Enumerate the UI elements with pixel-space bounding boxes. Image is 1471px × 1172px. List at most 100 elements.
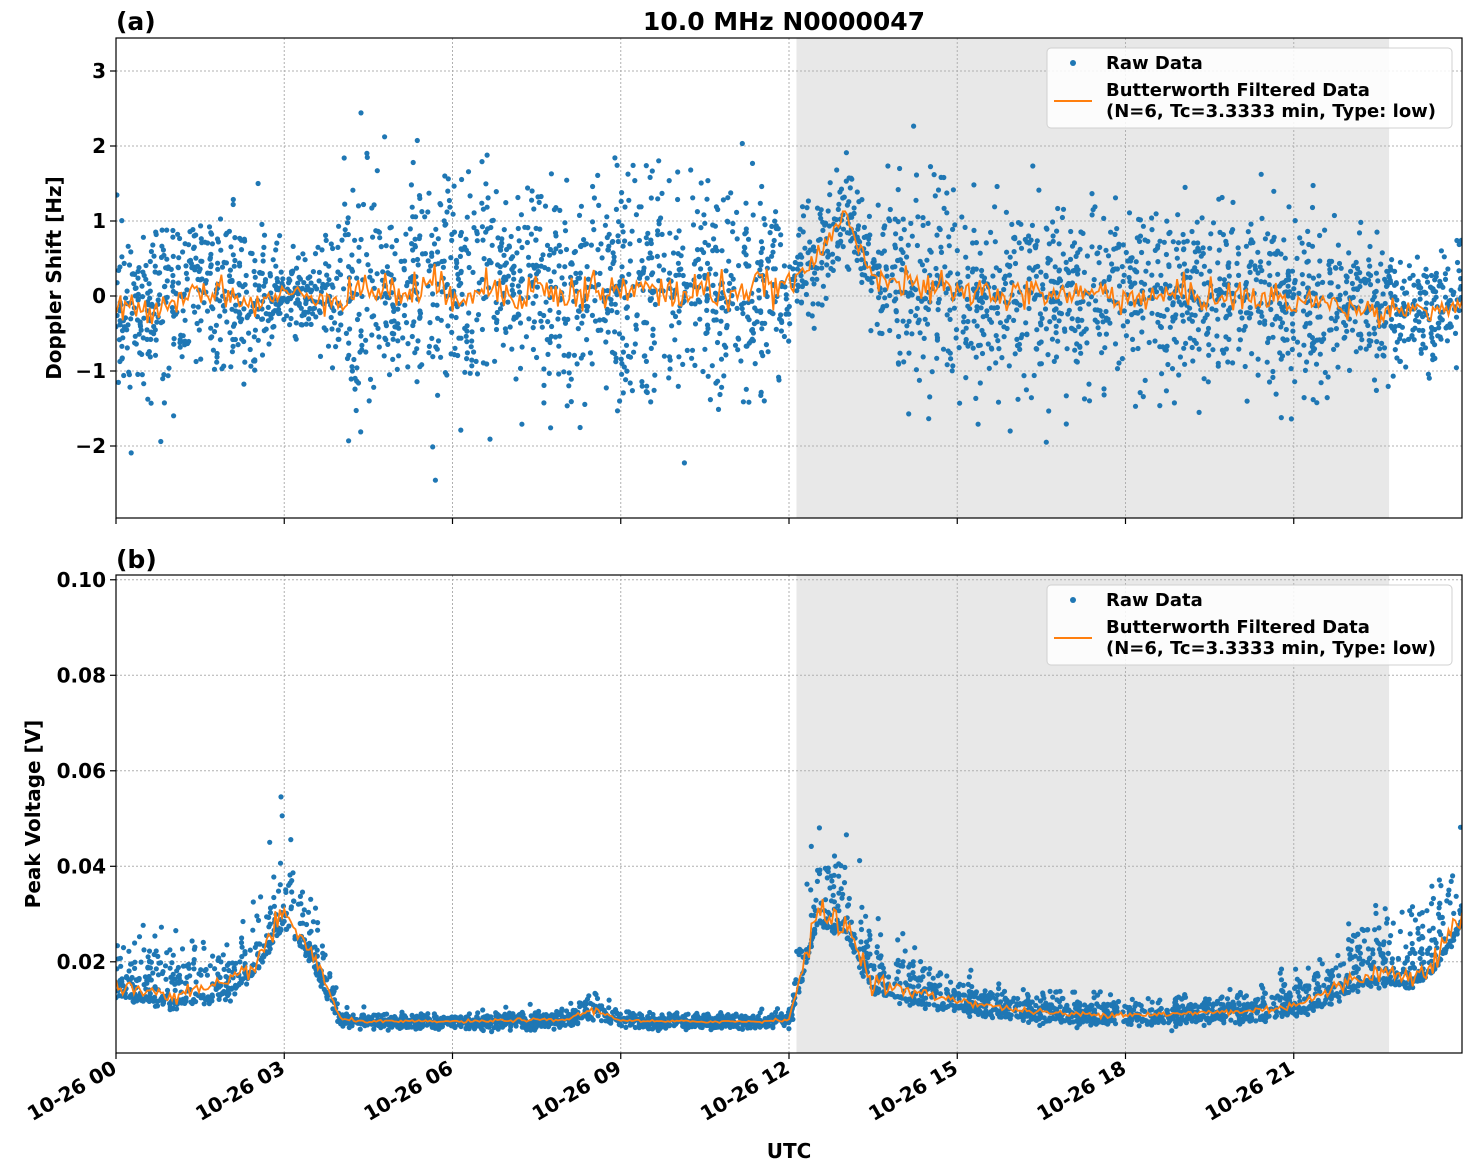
raw-point bbox=[1210, 220, 1217, 226]
raw-point bbox=[553, 233, 559, 239]
raw-point bbox=[620, 229, 626, 235]
raw-point bbox=[155, 972, 162, 978]
raw-point bbox=[592, 318, 599, 324]
raw-point bbox=[133, 341, 139, 347]
raw-point bbox=[227, 278, 233, 284]
raw-point bbox=[357, 349, 363, 355]
raw-point bbox=[241, 338, 247, 345]
raw-point bbox=[364, 154, 370, 160]
raw-point bbox=[1335, 364, 1341, 370]
raw-point bbox=[1253, 1018, 1259, 1024]
raw-point bbox=[811, 325, 817, 331]
raw-point bbox=[204, 972, 210, 978]
raw-point bbox=[1442, 271, 1448, 277]
raw-point bbox=[1348, 268, 1354, 274]
raw-point bbox=[1007, 428, 1013, 434]
raw-point bbox=[595, 247, 601, 253]
raw-point bbox=[270, 257, 276, 263]
raw-point bbox=[140, 234, 146, 240]
raw-point bbox=[1309, 335, 1315, 341]
raw-point bbox=[1026, 265, 1032, 271]
y-tick-label: 0.02 bbox=[57, 950, 106, 974]
raw-point bbox=[587, 350, 594, 356]
raw-point bbox=[124, 327, 130, 333]
raw-point bbox=[1217, 276, 1223, 282]
raw-point bbox=[1077, 306, 1083, 312]
raw-point bbox=[369, 205, 375, 211]
raw-point bbox=[718, 318, 724, 324]
raw-point bbox=[615, 238, 621, 245]
raw-point bbox=[1101, 279, 1107, 285]
raw-point bbox=[1297, 978, 1303, 985]
raw-point bbox=[1005, 262, 1011, 268]
raw-point bbox=[991, 284, 997, 291]
raw-point bbox=[646, 255, 652, 261]
raw-point bbox=[208, 325, 214, 331]
raw-point bbox=[355, 203, 362, 209]
raw-point bbox=[1316, 273, 1322, 279]
raw-point bbox=[548, 425, 554, 431]
raw-point bbox=[153, 948, 159, 954]
raw-point bbox=[371, 313, 377, 319]
raw-point bbox=[230, 252, 236, 258]
raw-point bbox=[412, 242, 418, 249]
raw-point bbox=[382, 134, 388, 140]
raw-point bbox=[1182, 300, 1188, 306]
raw-point bbox=[385, 341, 391, 347]
raw-point bbox=[758, 389, 764, 395]
raw-point bbox=[1012, 351, 1018, 357]
raw-point bbox=[676, 272, 682, 278]
raw-point bbox=[1290, 321, 1296, 327]
raw-point bbox=[116, 192, 120, 198]
raw-point bbox=[997, 320, 1004, 326]
raw-point bbox=[1265, 339, 1271, 346]
raw-point bbox=[773, 223, 779, 229]
raw-point bbox=[1051, 358, 1057, 364]
raw-point bbox=[252, 357, 258, 363]
raw-point bbox=[676, 320, 682, 326]
raw-point bbox=[551, 1026, 557, 1032]
raw-point bbox=[464, 214, 470, 220]
raw-point bbox=[1200, 250, 1206, 257]
raw-point bbox=[251, 268, 257, 275]
raw-point bbox=[1355, 931, 1361, 937]
raw-point bbox=[1004, 318, 1010, 324]
raw-point bbox=[1425, 371, 1431, 377]
raw-point bbox=[148, 248, 154, 255]
raw-point bbox=[278, 269, 284, 275]
raw-point bbox=[919, 262, 926, 268]
raw-point bbox=[347, 326, 353, 332]
raw-point bbox=[116, 379, 121, 385]
raw-point bbox=[310, 311, 316, 317]
raw-point bbox=[1214, 333, 1220, 339]
raw-point bbox=[1445, 892, 1451, 898]
raw-point bbox=[1076, 324, 1082, 330]
raw-point bbox=[255, 337, 261, 343]
raw-point bbox=[369, 332, 375, 338]
raw-point bbox=[125, 243, 131, 249]
raw-point bbox=[745, 314, 751, 320]
raw-point bbox=[843, 832, 850, 838]
raw-point bbox=[584, 308, 590, 314]
raw-point bbox=[152, 1003, 158, 1009]
raw-point bbox=[589, 361, 595, 367]
raw-point bbox=[466, 310, 472, 316]
raw-point bbox=[715, 206, 721, 213]
raw-point bbox=[319, 247, 325, 253]
raw-point bbox=[1239, 315, 1245, 321]
raw-point bbox=[675, 169, 681, 175]
raw-point bbox=[562, 228, 569, 234]
raw-point bbox=[324, 281, 331, 288]
raw-point bbox=[631, 349, 637, 355]
raw-point bbox=[769, 253, 775, 259]
raw-point bbox=[955, 271, 961, 277]
raw-point bbox=[868, 328, 874, 334]
raw-point bbox=[1444, 323, 1451, 329]
raw-point bbox=[813, 897, 819, 903]
raw-point bbox=[701, 212, 707, 218]
raw-point bbox=[770, 242, 776, 249]
raw-point bbox=[786, 303, 792, 310]
raw-point bbox=[1067, 256, 1074, 262]
raw-point bbox=[752, 305, 758, 311]
